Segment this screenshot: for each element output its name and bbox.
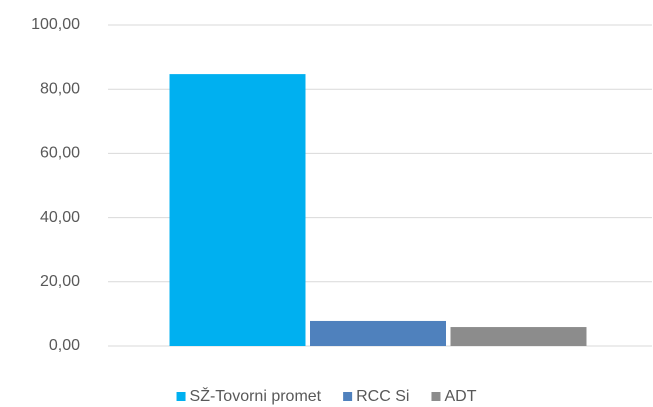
- bar: [169, 74, 306, 346]
- legend-label: RCC Si: [356, 388, 409, 405]
- legend-label: SŽ-Tovorni promet: [190, 386, 322, 405]
- legend-label: ADT: [444, 388, 476, 405]
- bar: [310, 320, 446, 346]
- y-tick-label: 0,00: [49, 337, 80, 354]
- y-tick-label: 20,00: [40, 273, 80, 290]
- legend-swatch: [176, 392, 186, 401]
- y-tick-label: 60,00: [40, 145, 80, 162]
- legend-swatch: [431, 392, 441, 401]
- y-tick-label: 100,00: [31, 16, 80, 33]
- y-tick-label: 40,00: [40, 209, 80, 226]
- bar: [450, 327, 587, 346]
- legend-swatch: [343, 392, 353, 401]
- y-tick-label: 80,00: [40, 80, 80, 97]
